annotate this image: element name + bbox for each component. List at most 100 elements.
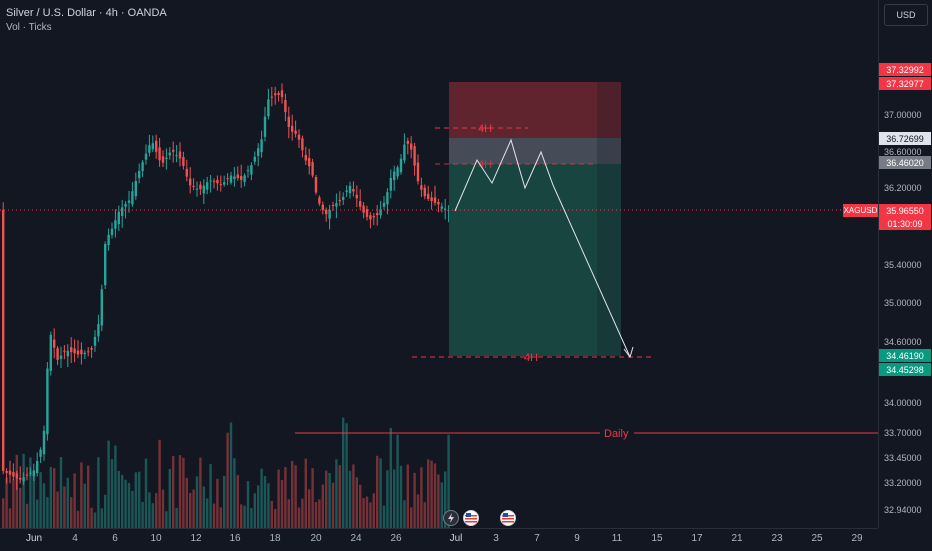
- volume-bar: [280, 480, 284, 528]
- candle-body: [172, 149, 175, 152]
- candle-body: [291, 125, 294, 132]
- candle-body: [246, 170, 250, 172]
- volume-bar: [233, 458, 236, 528]
- candle-body: [206, 182, 209, 190]
- volume-bar: [63, 486, 66, 528]
- volume-bar: [355, 477, 358, 528]
- us-flag-icon[interactable]: [500, 510, 516, 526]
- lightning-icon[interactable]: [443, 510, 459, 526]
- volume-bar: [56, 491, 59, 528]
- volume-bar: [318, 499, 321, 528]
- chart-area[interactable]: 4H 4H 4H Daily Silver / U.S. Dollar · 4h…: [0, 0, 878, 528]
- volume-bar: [73, 473, 76, 528]
- candle-body: [304, 155, 307, 161]
- stop-loss-zone[interactable]: [449, 82, 621, 138]
- volume-bar: [83, 483, 86, 528]
- price-chart[interactable]: 4H 4H 4H Daily: [0, 0, 878, 528]
- candle-body: [46, 368, 49, 435]
- price-tick: 34.60000: [884, 337, 922, 347]
- entry-zone[interactable]: [449, 138, 621, 164]
- candle-body: [257, 148, 260, 156]
- volume-bar: [277, 469, 280, 528]
- volume-bar: [393, 469, 396, 528]
- volume-bar: [338, 465, 341, 528]
- currency-button[interactable]: USD: [884, 4, 928, 26]
- volume-bar: [406, 464, 409, 528]
- candle-body: [165, 157, 168, 160]
- arrow-head: [623, 346, 634, 359]
- volume-bar: [240, 504, 243, 528]
- candle-body: [25, 474, 29, 476]
- volume-bar: [274, 508, 277, 528]
- volume-bar: [178, 455, 182, 528]
- volume-bar: [195, 476, 199, 528]
- projected-path[interactable]: [454, 138, 631, 358]
- candle-body: [308, 157, 311, 167]
- price-tick: 37.00000: [884, 110, 922, 120]
- current-price-tag: 35.96550: [879, 204, 931, 217]
- volume-legend: Vol · Ticks: [6, 22, 52, 33]
- candle-body: [321, 204, 324, 210]
- volume-bar: [124, 479, 127, 528]
- volume-bar: [165, 511, 168, 528]
- volume-bar: [42, 483, 46, 528]
- volume-bar: [321, 484, 324, 528]
- stop-bottom-tag: 37.32977: [879, 77, 931, 90]
- volume-bar: [301, 498, 304, 528]
- volume-bar: [49, 467, 52, 528]
- candle-body: [311, 162, 314, 176]
- candle-body: [342, 196, 345, 200]
- volume-bar: [308, 489, 311, 528]
- us-flag-icon[interactable]: [463, 510, 479, 526]
- candle-body: [110, 228, 114, 236]
- candle-body: [114, 220, 117, 229]
- volume-bar: [121, 474, 124, 528]
- candle-body: [189, 178, 192, 186]
- candle-body: [138, 170, 141, 179]
- candle-body: [192, 185, 195, 188]
- volume-bar: [260, 468, 263, 528]
- candle-body: [399, 158, 403, 173]
- volume-bar: [447, 434, 450, 528]
- upper-4h-label: 4H: [478, 123, 492, 135]
- candle-body: [70, 347, 73, 353]
- candle-body: [144, 153, 148, 160]
- volume-bar: [32, 476, 35, 528]
- volume-bar: [403, 500, 406, 528]
- daily-label-bg: [600, 426, 634, 440]
- candle-body: [76, 350, 80, 355]
- candle-body: [141, 162, 144, 172]
- time-axis[interactable]: [0, 528, 878, 551]
- candle-body: [413, 146, 416, 166]
- volume-bar: [131, 490, 134, 528]
- candle-body: [93, 336, 97, 346]
- volume-bar: [216, 478, 219, 528]
- target-top-tag: 34.46190: [879, 349, 931, 362]
- time-tick: 26: [390, 533, 402, 544]
- volume-bar: [243, 505, 246, 528]
- volume-bar: [335, 459, 338, 528]
- volume-bar: [236, 475, 239, 528]
- volume-bar: [199, 457, 202, 528]
- candle-body: [301, 138, 304, 151]
- volume-bar: [444, 471, 447, 528]
- candle-body: [199, 184, 202, 190]
- take-profit-zone[interactable]: [449, 164, 621, 356]
- volume-bar: [8, 508, 12, 528]
- time-tick: Jun: [25, 533, 43, 544]
- volume-bar: [107, 440, 110, 528]
- time-tick: 29: [851, 533, 863, 544]
- candle-body: [2, 209, 5, 471]
- candle-body: [97, 324, 100, 337]
- time-tick: 20: [310, 533, 322, 544]
- candle-body: [178, 151, 182, 159]
- price-tick: 33.70000: [884, 428, 922, 438]
- volume-bar: [127, 482, 131, 528]
- candle-body: [406, 140, 409, 144]
- candle-body: [73, 348, 76, 354]
- volume-bar: [138, 471, 141, 528]
- volume-bar: [297, 507, 301, 528]
- price-tick: 32.94000: [884, 505, 922, 515]
- candle-body: [267, 99, 270, 117]
- volume-bar: [423, 502, 426, 528]
